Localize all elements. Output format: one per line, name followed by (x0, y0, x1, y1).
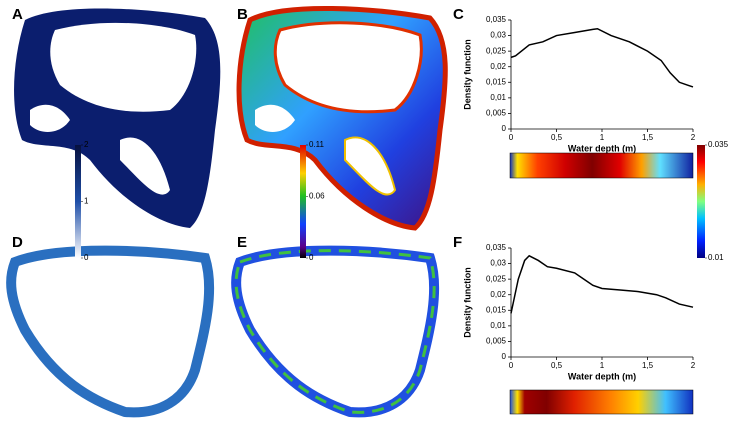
panel-label: F (453, 234, 462, 251)
x-tick-label: 2 (691, 133, 696, 142)
y-tick-label: 0,005 (486, 109, 507, 118)
panel-label: A (12, 6, 23, 23)
y-tick-label: 0,03 (490, 31, 506, 40)
y-tick-label: 0,02 (490, 290, 506, 299)
map-a (14, 8, 221, 228)
density-strip (509, 152, 694, 179)
y-tick-label: 0,005 (486, 337, 507, 346)
y-axis-label: Density function (462, 267, 472, 338)
y-tick-label: 0 (502, 352, 507, 361)
x-tick-label: 1,5 (642, 361, 654, 370)
y-tick-label: 0,025 (486, 274, 507, 283)
map-b (236, 6, 448, 231)
y-tick-label: 0 (502, 124, 507, 133)
x-tick-label: 0 (509, 133, 514, 142)
y-tick-label: 0,01 (490, 321, 506, 330)
x-tick-label: 1 (600, 361, 605, 370)
line (510, 254, 694, 314)
colorbar-label: 0 (84, 253, 89, 262)
y-axis-label: Density function (462, 39, 472, 110)
map-e-edge (234, 249, 436, 414)
colorbar (300, 145, 306, 258)
panel-label: E (237, 234, 247, 251)
x-axis-label: Water depth (m) (568, 371, 636, 381)
y-tick-label: 0,02 (490, 62, 506, 71)
panel-label: B (237, 6, 248, 23)
y-tick-label: 0,015 (486, 77, 507, 86)
map-e (231, 245, 440, 418)
colorbar-label: 0.01 (708, 253, 724, 262)
x-tick-label: 0,5 (551, 361, 563, 370)
y-tick-label: 0,035 (486, 15, 507, 24)
y-tick-label: 0,015 (486, 305, 507, 314)
y-tick-label: 0,01 (490, 93, 506, 102)
x-tick-label: 1 (600, 133, 605, 142)
line (510, 27, 694, 88)
x-axis-label: Water depth (m) (568, 143, 636, 153)
map-d (6, 245, 215, 418)
x-tick-label: 2 (691, 361, 696, 370)
colorbar-label: 0.11 (309, 140, 325, 149)
colorbar-label: 0 (309, 253, 314, 262)
colorbar (75, 145, 81, 258)
colorbar (697, 145, 705, 258)
x-tick-label: 0 (509, 361, 514, 370)
colorbar-label: 0.06 (309, 191, 325, 200)
y-tick-label: 0,03 (490, 259, 506, 268)
x-tick-label: 1,5 (642, 133, 654, 142)
density-strip (509, 389, 694, 415)
colorbar-label: 2 (84, 140, 89, 149)
colorbar-label: 1 (84, 197, 89, 206)
y-tick-label: 0,025 (486, 46, 507, 55)
colorbar-label: 0.035 (708, 140, 729, 149)
panel-label: D (12, 234, 23, 251)
y-tick-label: 0,035 (486, 243, 507, 252)
panel-label: C (453, 6, 464, 23)
x-tick-label: 0,5 (551, 133, 563, 142)
